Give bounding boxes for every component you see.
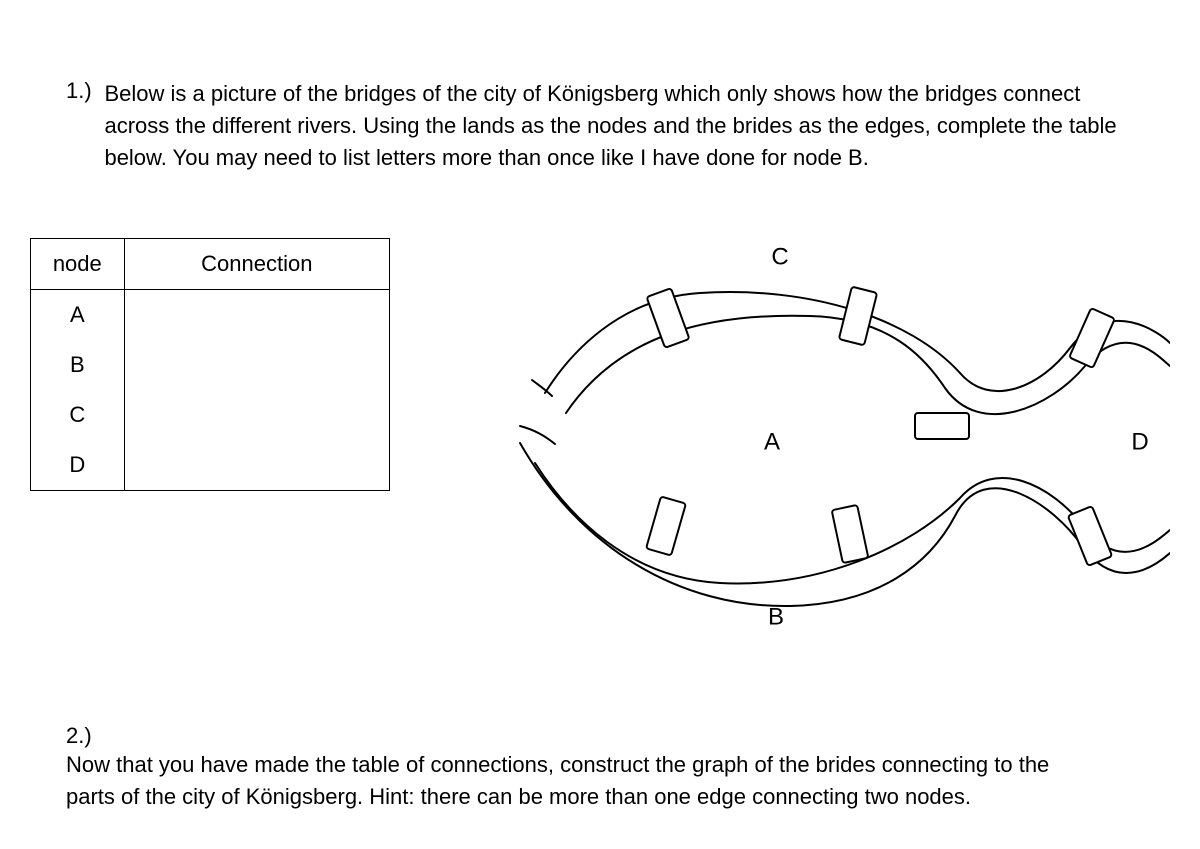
connection-table: node Connection A B C D bbox=[30, 238, 390, 491]
cell-node: C bbox=[31, 390, 125, 440]
header-connection: Connection bbox=[124, 238, 389, 289]
worksheet-page: 1.) Below is a picture of the bridges of… bbox=[0, 0, 1200, 849]
cell-node: D bbox=[31, 440, 125, 491]
svg-text:B: B bbox=[768, 603, 784, 630]
cell-node: A bbox=[31, 289, 125, 340]
svg-text:A: A bbox=[764, 428, 780, 455]
bridges-svg: A B C D bbox=[510, 238, 1170, 638]
q2-number: 2.) bbox=[66, 723, 100, 749]
q2-text: Now that you have made the table of conn… bbox=[66, 749, 1086, 813]
table-row: A bbox=[31, 289, 390, 340]
question-1: 1.) Below is a picture of the bridges of… bbox=[66, 78, 1140, 174]
connection-table-wrap: node Connection A B C D bbox=[30, 238, 390, 491]
q1-number: 1.) bbox=[66, 78, 100, 104]
bridges-diagram: A B C D bbox=[510, 238, 1170, 643]
table-row: C bbox=[31, 390, 390, 440]
cell-connection[interactable] bbox=[124, 340, 389, 390]
table-row: B bbox=[31, 340, 390, 390]
table-header-row: node Connection bbox=[31, 238, 390, 289]
cell-connection[interactable] bbox=[124, 440, 389, 491]
question-2: 2.) Now that you have made the table of … bbox=[66, 723, 1110, 813]
svg-text:C: C bbox=[771, 243, 788, 270]
cell-node: B bbox=[31, 340, 125, 390]
table-row: D bbox=[31, 440, 390, 491]
cell-connection[interactable] bbox=[124, 390, 389, 440]
svg-text:D: D bbox=[1131, 428, 1148, 455]
content-row: node Connection A B C D bbox=[30, 238, 1170, 643]
cell-connection[interactable] bbox=[124, 289, 389, 340]
q1-text: Below is a picture of the bridges of the… bbox=[104, 78, 1124, 174]
header-node: node bbox=[31, 238, 125, 289]
